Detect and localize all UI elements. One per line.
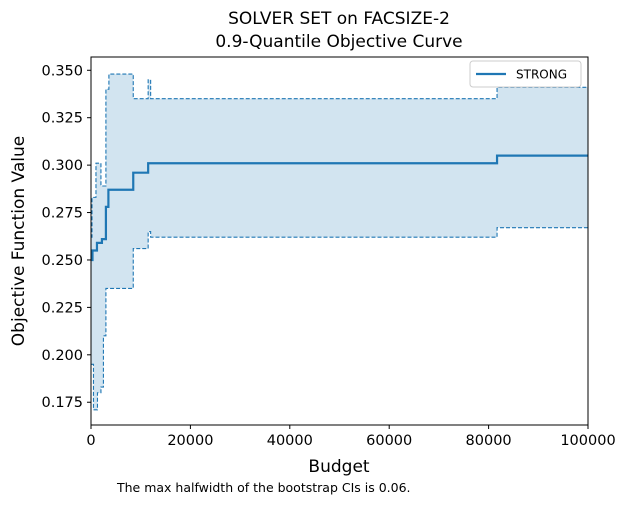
y-tick-label: 0.350 — [41, 63, 83, 79]
ci-lower-line-0 — [91, 227, 588, 411]
y-tick-label: 0.275 — [41, 206, 83, 222]
y-axis-label: Objective Function Value — [9, 136, 29, 346]
chart-title: SOLVER SET on FACSIZE-2 — [228, 9, 450, 29]
x-axis-label: Budget — [308, 457, 369, 477]
ci-halfwidth-caption: The max halfwidth of the bootstrap CIs i… — [117, 480, 411, 495]
x-tick-label: 20000 — [167, 433, 213, 449]
y-tick-label: 0.300 — [41, 158, 83, 174]
x-tick-label: 100000 — [560, 433, 615, 449]
series-line-0 — [91, 154, 588, 262]
x-tick-label: 80000 — [466, 433, 512, 449]
y-tick-label: 0.325 — [41, 111, 83, 127]
ci-upper-line-0 — [91, 73, 588, 238]
x-tick-label: 60000 — [366, 433, 412, 449]
x-tick-label: 40000 — [267, 433, 313, 449]
x-axis: 0 20000 40000 60000 80000 100000 — [86, 425, 616, 449]
chart-canvas: SOLVER SET on FACSIZE-2 0.9-Quantile Obj… — [9, 9, 616, 477]
legend-label-strong: STRONG — [516, 68, 567, 82]
y-tick-label: 0.250 — [41, 253, 83, 269]
x-tick-label: 0 — [86, 433, 95, 449]
chart-subtitle: 0.9-Quantile Objective Curve — [215, 32, 462, 52]
legend-box — [469, 60, 582, 88]
plot-frame — [90, 56, 589, 426]
ci-band-0 — [91, 74, 588, 410]
y-axis: 0.175 0.200 0.225 0.250 0.275 0.300 0.325 0.350 — [41, 63, 91, 411]
plot-area — [91, 73, 588, 411]
legend: STRONG — [469, 60, 582, 88]
y-tick-label: 0.200 — [41, 348, 83, 364]
y-tick-label: 0.225 — [41, 300, 83, 316]
y-tick-label: 0.175 — [41, 395, 83, 411]
